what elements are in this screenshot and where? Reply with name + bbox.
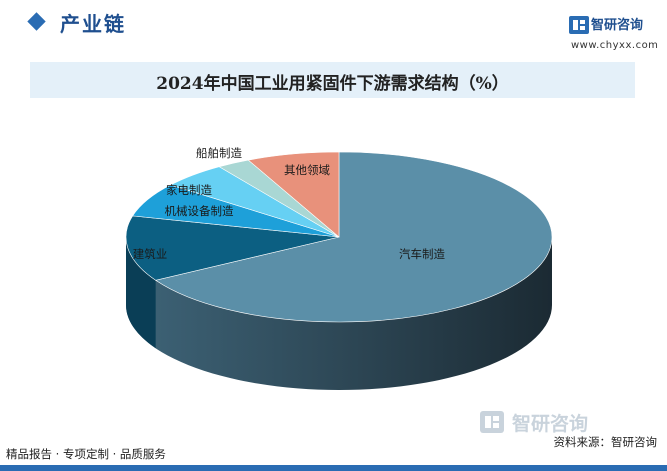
brand-url: www.chyxx.com — [571, 40, 659, 51]
chart-title-bar: 2024年中国工业用紧固件下游需求结构（%） — [30, 62, 635, 98]
pie-slice-label: 汽车制造 — [399, 247, 445, 261]
pie-slice-label: 船舶制造 — [196, 146, 242, 160]
watermark-text: 智研咨询 — [512, 412, 588, 435]
pie-side-segment — [126, 237, 156, 349]
pie-slice-label: 机械设备制造 — [165, 204, 234, 218]
header: 产业链 智研咨询 www.chyxx.com — [0, 0, 667, 58]
pie-slice — [154, 151, 553, 323]
brand-logo-icon — [569, 16, 589, 34]
pie-slice-label: 家电制造 — [166, 183, 212, 197]
pie-slice — [247, 151, 340, 238]
brand-name: 智研咨询 — [591, 18, 644, 33]
source-note: 资料来源：智研咨询 — [553, 435, 658, 449]
pie-slice — [125, 215, 340, 281]
chart-title: 2024年中国工业用紧固件下游需求结构（%） — [156, 74, 509, 94]
pie-slice-label: 建筑业 — [133, 247, 168, 261]
pie-slice-label: 其他领域 — [284, 163, 330, 177]
section-title: 产业链 — [60, 12, 126, 36]
watermark-logo: 智研咨询 — [480, 411, 588, 435]
footer-bar — [0, 465, 667, 471]
footer-tagline: 精品报告 · 专项定制 · 品质服务 — [6, 447, 166, 461]
pie-side-wall — [126, 237, 552, 390]
